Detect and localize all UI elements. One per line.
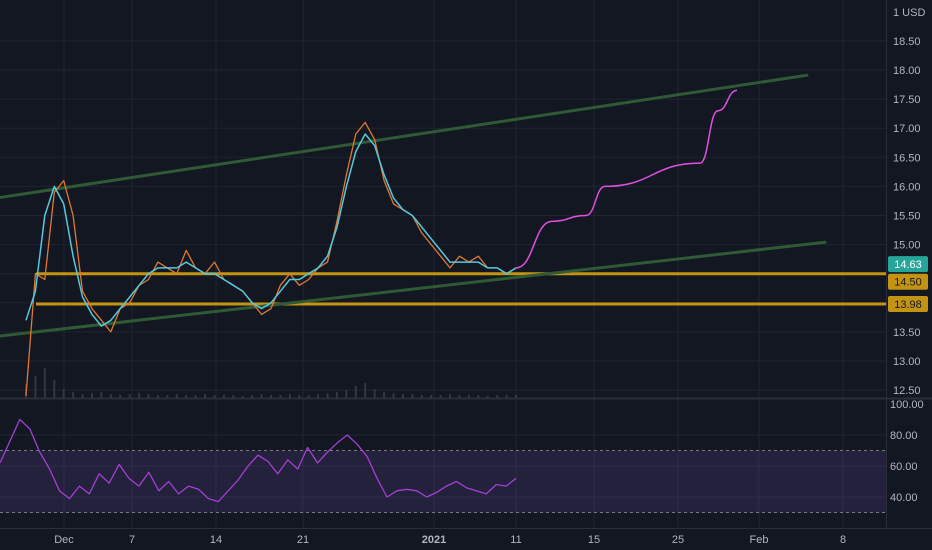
- time-tick-label: 25: [672, 534, 684, 546]
- volume-bar: [81, 394, 84, 398]
- trend-channel: [0, 73, 827, 338]
- rsi-tick-label: 60.00: [890, 461, 918, 473]
- support-levels: [36, 272, 886, 306]
- volume-bar: [354, 386, 357, 398]
- level-lower-label-bg: [888, 295, 928, 312]
- volume-bar: [288, 394, 291, 398]
- rsi-line: [0, 418, 517, 503]
- volume-bar: [251, 395, 254, 398]
- volume-bar: [119, 395, 122, 398]
- price-tick-label: 18.00: [893, 65, 921, 77]
- price-tick-label: 17.00: [893, 123, 921, 135]
- volume-bar: [43, 368, 46, 398]
- volume-bar: [100, 392, 103, 398]
- volume-bar: [128, 394, 131, 398]
- volume-bar: [486, 396, 489, 398]
- volume-bar: [232, 395, 235, 398]
- volume-bar: [430, 395, 433, 398]
- volume-bar: [279, 395, 282, 398]
- time-tick-label: 8: [840, 534, 846, 546]
- volume-bar: [185, 395, 188, 398]
- volume-bar: [477, 395, 480, 398]
- rsi-tick-label: 80.00: [890, 430, 918, 442]
- last-price-label: 14.63: [894, 259, 922, 271]
- volume-bar: [90, 393, 93, 398]
- volume-bar: [53, 380, 56, 398]
- volume-bar: [222, 395, 225, 398]
- volume-bar: [109, 394, 112, 398]
- volume-bar: [175, 394, 178, 398]
- rsi-pane: [0, 418, 886, 513]
- time-tick-label: 21: [297, 534, 309, 546]
- volume-bar: [147, 394, 150, 398]
- volume-bar: [156, 395, 159, 398]
- time-tick-label: 14: [210, 534, 222, 546]
- price-tick-label: 17.50: [893, 94, 921, 106]
- volume-bar: [505, 395, 508, 398]
- volume-bar: [345, 390, 348, 398]
- price-line: [25, 121, 517, 396]
- price-tick-label: 16.50: [893, 152, 921, 164]
- last-price-label-bg: [888, 256, 928, 273]
- level-upper-label: 14.50: [894, 277, 922, 289]
- level-upper-label-bg: [888, 273, 928, 290]
- volume-bar: [204, 394, 207, 398]
- time-tick-label: 7: [129, 534, 135, 546]
- volume-bar: [496, 395, 499, 398]
- rsi-band: [0, 450, 886, 513]
- volume-bar: [270, 395, 272, 398]
- volume-bar: [166, 395, 169, 398]
- price-tick-label: 12.50: [893, 385, 921, 397]
- moving-average-line: [25, 133, 517, 327]
- price-series: [25, 121, 517, 396]
- volume-bar: [194, 395, 197, 398]
- volume-bar: [335, 392, 338, 398]
- volume-bar: [401, 394, 404, 398]
- rsi-tick-label: 40.00: [890, 492, 918, 504]
- volume-bar: [449, 394, 452, 398]
- volume-bar: [411, 394, 414, 398]
- time-tick-label: 11: [510, 534, 521, 546]
- volume-bar: [364, 383, 367, 398]
- price-tick-label: 18.50: [893, 36, 921, 48]
- volume-bar: [72, 392, 75, 398]
- volume-bar: [439, 395, 442, 398]
- currency-label: 1 USD: [893, 7, 925, 19]
- channel-trendline: [0, 73, 809, 199]
- volume-bar: [298, 395, 301, 398]
- volume-bar: [326, 393, 329, 398]
- volume-bar: [260, 394, 263, 398]
- price-tick-label: 15.50: [893, 211, 921, 223]
- volume-bar: [458, 395, 461, 398]
- volume-bar: [138, 393, 141, 398]
- time-tick-label: 15: [588, 534, 600, 546]
- time-tick-label: Feb: [750, 534, 769, 546]
- volume-bar: [515, 395, 517, 398]
- price-tick-label: 15.00: [893, 240, 921, 252]
- channel-trendline: [0, 240, 827, 338]
- volume-bar: [383, 392, 386, 398]
- volume-bar: [307, 395, 310, 398]
- price-tick-label: 13.50: [893, 327, 921, 339]
- time-tick-label: 2021: [422, 534, 446, 546]
- price-tick-label: 16.00: [893, 181, 921, 193]
- volume-bar: [34, 376, 37, 398]
- projection-curve: [515, 89, 738, 269]
- volume-bar: [467, 395, 470, 398]
- rsi-tick-label: 100.00: [890, 399, 924, 411]
- volume-bar: [241, 396, 244, 398]
- volume-bar: [62, 389, 65, 398]
- axes: 1 USD 18.50 18.00 17.50 17.00 16.50 16.00 15.50…: [54, 7, 928, 546]
- price-tick-label: 13.00: [893, 356, 921, 368]
- projection-path: [515, 89, 738, 269]
- time-tick-label: Dec: [54, 534, 74, 546]
- volume-bar: [420, 395, 423, 398]
- volume-bar: [373, 389, 376, 398]
- level-lower-label: 13.98: [894, 299, 922, 311]
- volume-bar: [317, 394, 320, 398]
- volume-bar: [213, 395, 216, 398]
- volume-bar: [392, 393, 395, 398]
